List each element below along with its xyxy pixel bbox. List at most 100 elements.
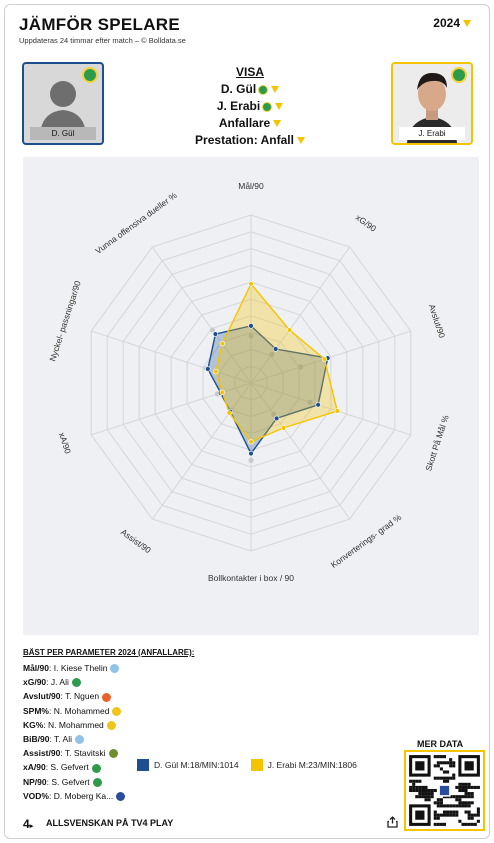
best-row: VOD%: D. Moberg Ka... — [23, 789, 126, 803]
legend-swatch-left — [137, 759, 149, 771]
best-row-label: SPM% — [23, 705, 49, 716]
series-point-2 — [334, 408, 340, 414]
page-title: JÄMFÖR SPELARE — [19, 15, 180, 34]
league-average-point — [248, 457, 254, 463]
tv4-logo[interactable]: 4▸ — [23, 817, 33, 831]
qr-module — [433, 810, 437, 814]
qr-module — [467, 822, 471, 826]
chevron-down-icon — [275, 103, 284, 111]
player2-select[interactable]: J. Erabi — [155, 99, 345, 113]
qr-module — [442, 761, 447, 765]
best-row-label: NP/90 — [23, 776, 47, 787]
qr-module — [452, 795, 456, 799]
qr-module — [436, 816, 440, 820]
qr-module — [455, 795, 459, 799]
qr-module — [467, 782, 471, 786]
qr-module — [452, 761, 456, 765]
qr-code-image — [406, 752, 483, 829]
qr-module — [458, 795, 462, 799]
qr-module — [467, 792, 471, 796]
qr-module — [442, 795, 447, 799]
player-card-right[interactable]: J. Erabi — [391, 62, 473, 145]
best-row: Mål/90: I. Kiese Thelin — [23, 661, 125, 675]
chevron-down-icon — [296, 137, 305, 145]
qr-module — [455, 810, 459, 814]
qr-module — [409, 788, 413, 793]
qr-module — [455, 798, 459, 802]
radar-chart-panel: Mål/90 xG/90 Avslut/90 Skott På Mål % Konver… — [23, 157, 479, 771]
qr-module — [476, 810, 480, 814]
qr-module — [473, 822, 477, 826]
qr-module — [449, 758, 453, 762]
qr-module — [415, 810, 425, 820]
best-per-parameter-title: BÄST PER PARAMETER 2024 (ANFALLARE): — [23, 648, 195, 657]
qr-module — [412, 785, 416, 789]
mer-data-label: MER DATA — [417, 739, 464, 749]
club-badge-icon — [258, 84, 269, 95]
radar-spoke — [250, 382, 351, 520]
series-point-1 — [272, 346, 279, 352]
prestation-select[interactable]: Prestation: Anfall — [155, 133, 345, 147]
qr-module — [461, 788, 465, 793]
best-row-player: T. Ali — [54, 734, 72, 745]
qr-module — [458, 804, 462, 808]
best-row-label: Assist/90 — [23, 748, 61, 759]
chart-legend: D. Gül M:18/MIN:1014 J. Erabi M:23/MIN:1… — [137, 759, 357, 771]
best-row-player: T. Stavitski — [64, 748, 106, 759]
qr-module — [470, 801, 474, 805]
qr-module — [418, 788, 422, 793]
position-select[interactable]: Anfallare — [155, 116, 345, 130]
series-point-2 — [226, 410, 232, 416]
series-point-1 — [248, 323, 254, 329]
visa-heading: VISA — [235, 65, 264, 79]
qr-module — [467, 795, 471, 799]
qr-module — [446, 770, 450, 774]
compare-players-card: JÄMFÖR SPELARE Uppdateras 24 timmar efte… — [4, 4, 490, 839]
best-row-label: KG% — [23, 719, 44, 730]
best-row-player: S. Gefvert — [50, 762, 89, 773]
qr-module — [436, 776, 440, 780]
series-point-2 — [248, 439, 254, 445]
qr-module — [436, 801, 440, 805]
series-point-1 — [205, 366, 211, 372]
qr-code[interactable] — [404, 750, 485, 831]
qr-module — [415, 779, 419, 783]
best-row: Avslut/90: T. Nguen — [23, 689, 125, 703]
best-row: xA/90: S. Gefvert — [23, 760, 125, 774]
qr-module — [470, 822, 474, 826]
club-badge-icon — [106, 721, 116, 731]
qr-module — [455, 813, 459, 817]
qr-module — [446, 761, 450, 765]
chevron-down-icon — [273, 120, 282, 128]
footer-link[interactable]: ALLSVENSKAN PÅ TV4 PLAY — [46, 818, 174, 828]
qr-module — [467, 810, 471, 814]
best-row-player: N. Mohammed — [53, 705, 110, 716]
qr-module — [476, 807, 480, 811]
best-row-label: xA/90 — [23, 762, 46, 773]
player-card-left[interactable]: D. Gül — [22, 62, 104, 145]
league-average-point — [297, 364, 304, 370]
share-icon[interactable] — [387, 816, 398, 828]
qr-module — [452, 804, 456, 808]
qr-module — [439, 785, 450, 796]
qr-module — [439, 822, 443, 826]
qr-module — [464, 822, 468, 826]
qr-module — [461, 801, 465, 805]
qr-module — [476, 785, 480, 789]
player-name-left: D. Gül — [30, 127, 96, 140]
qr-module — [409, 785, 413, 789]
qr-module — [430, 792, 434, 796]
qr-module — [430, 795, 434, 799]
page-subtitle: Uppdateras 24 timmar efter match – © Bol… — [19, 36, 186, 45]
qr-module — [442, 804, 447, 808]
qr-module — [418, 785, 422, 789]
player1-select[interactable]: D. Gül — [155, 82, 345, 96]
qr-module — [427, 795, 431, 799]
tv4-logo-number: 4 — [23, 817, 30, 831]
qr-module — [476, 819, 480, 823]
position-select-label: Anfallare — [218, 116, 271, 130]
qr-module — [436, 764, 440, 768]
year-select[interactable]: 2024 — [433, 16, 471, 30]
qr-module — [449, 804, 453, 808]
qr-module — [439, 755, 443, 759]
